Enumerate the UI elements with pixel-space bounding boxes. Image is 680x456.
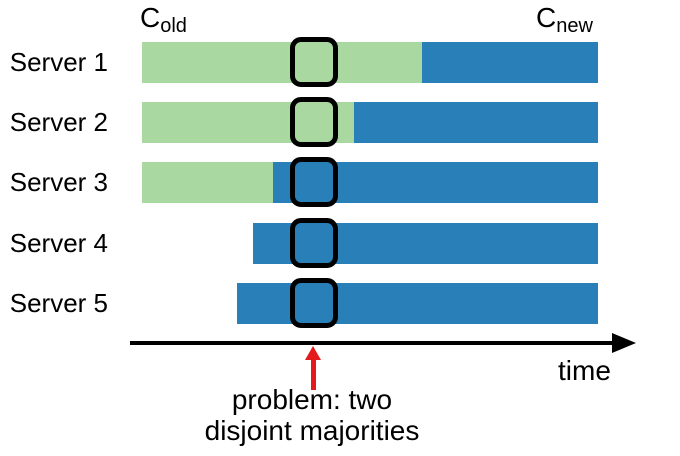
problem-arrow-up-icon xyxy=(305,346,321,360)
c-old-label: Cold xyxy=(140,2,187,38)
server-label: Server 4 xyxy=(9,228,108,258)
time-axis-line xyxy=(130,341,614,345)
c-new-subscript: new xyxy=(556,15,593,37)
config-snapshot-box xyxy=(290,97,338,147)
problem-annotation-line2: disjoint majorities xyxy=(204,415,420,446)
config-snapshot-box xyxy=(290,37,338,87)
c-old-subscript: old xyxy=(160,15,187,37)
c-new-main: C xyxy=(536,2,557,33)
new-config-segment xyxy=(422,42,598,83)
problem-annotation: problem: two disjoint majorities xyxy=(152,384,472,446)
c-new-label: Cnew xyxy=(536,2,593,38)
server-label: Server 5 xyxy=(9,288,108,318)
time-axis-arrowhead-icon xyxy=(612,333,636,353)
config-snapshot-box xyxy=(290,278,338,328)
old-config-segment xyxy=(142,162,273,203)
server-label: Server 2 xyxy=(9,107,108,137)
server-label: Server 3 xyxy=(9,167,108,197)
problem-arrow-stem xyxy=(311,359,316,390)
new-config-segment xyxy=(354,102,598,143)
config-snapshot-box xyxy=(290,157,338,207)
c-old-main: C xyxy=(140,2,161,33)
server-label: Server 1 xyxy=(9,47,108,77)
problem-annotation-line1: problem: two xyxy=(231,384,393,415)
time-axis-label: time xyxy=(558,355,611,386)
config-snapshot-box xyxy=(290,218,338,268)
old-config-segment xyxy=(142,42,422,83)
